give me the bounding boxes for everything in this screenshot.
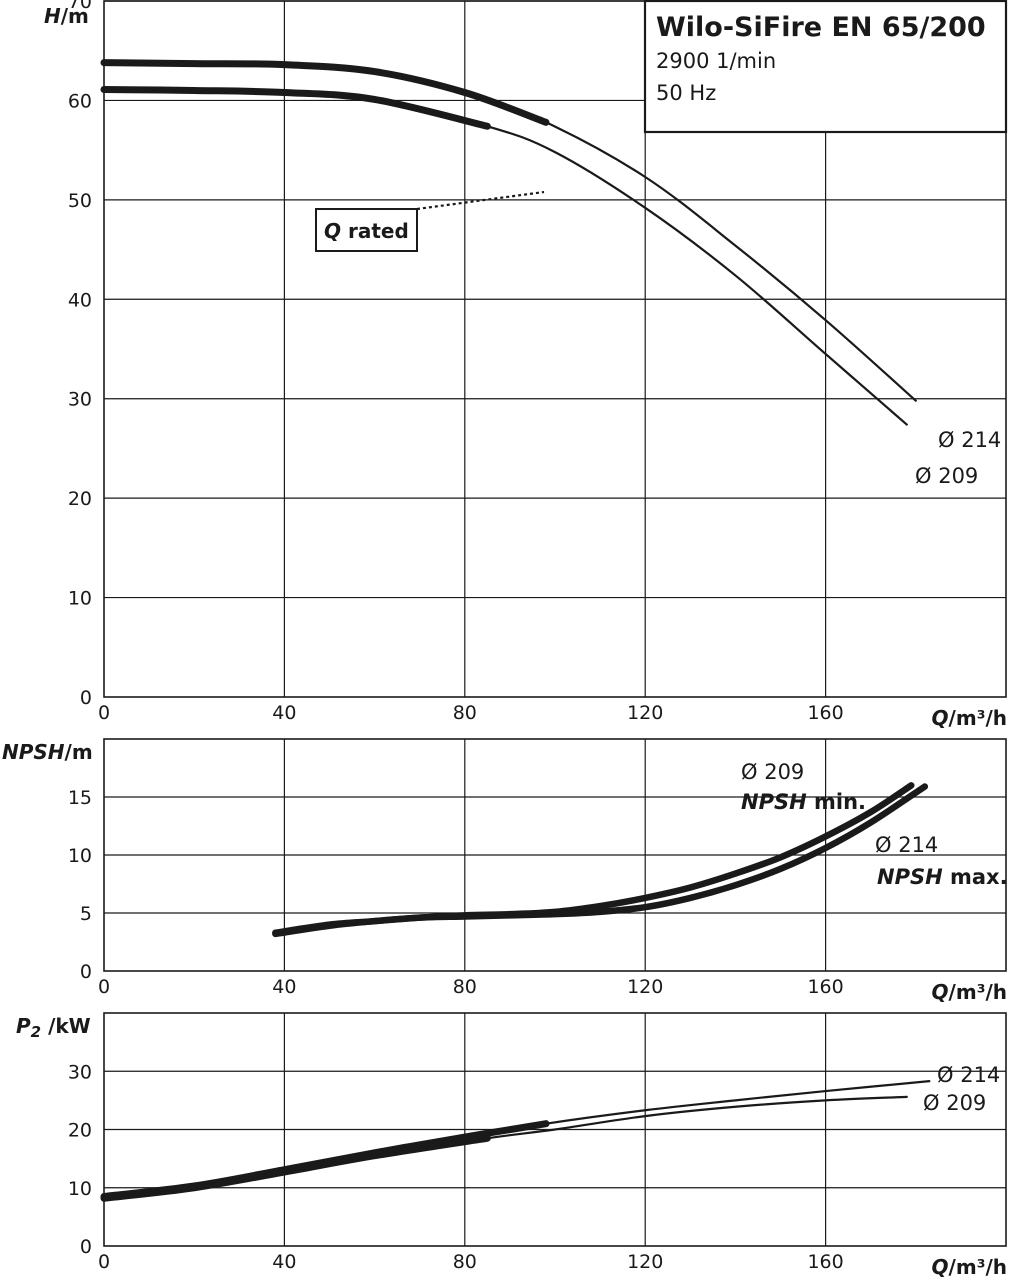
y-axis-label: P2 /kW <box>16 1014 91 1041</box>
x-axis-label: Q/m³/h <box>932 980 1007 1004</box>
y-tick-label: 10 <box>68 845 92 867</box>
y-axis-label: H/m <box>44 4 89 28</box>
x-tick-label: 160 <box>807 702 843 724</box>
info-box-speed: 2900 1/min <box>656 49 776 73</box>
y-tick-label: 10 <box>68 1178 92 1200</box>
x-tick-label: 40 <box>272 976 296 998</box>
x-axis-label: Q/m³/h <box>932 706 1007 730</box>
y-tick-label: 60 <box>68 90 92 112</box>
head-curve-b <box>102 88 908 426</box>
plot-frame <box>103 738 1007 972</box>
power-panel: 0 40 80 120 160 0 10 20 30 Q/m³/h P2 /kW Ø 214 Ø 209 <box>16 1012 1007 1279</box>
plot-frame <box>103 1012 1007 1247</box>
plot-frame <box>103 0 1007 698</box>
y-tick-label: 20 <box>68 488 92 510</box>
head-rated-range-b <box>100 85 491 130</box>
head-rated-range-a <box>100 59 550 126</box>
series-label: Ø 214 <box>938 428 1001 452</box>
series-label: Ø 214 <box>875 833 938 857</box>
info-box-frequency: 50 Hz <box>656 81 716 105</box>
x-tick-label: 120 <box>627 1251 663 1273</box>
x-tick-label: 40 <box>272 702 296 724</box>
power-rated-range-b <box>100 1134 491 1202</box>
y-tick-label: 50 <box>68 190 92 212</box>
q-rated-label: Q rated <box>324 219 409 243</box>
x-tick-label: 120 <box>627 702 663 724</box>
info-box-title: Wilo-SiFire EN 65/200 <box>656 12 986 43</box>
y-axis-label: NPSH/m <box>2 740 93 764</box>
series-label: Ø 209 <box>923 1091 986 1115</box>
y-tick-label: 30 <box>68 389 92 411</box>
series-label: Ø 209 <box>741 760 804 784</box>
y-tick-label: 70 <box>68 0 92 13</box>
y-tick-label: 15 <box>68 787 92 809</box>
q-rated-box <box>315 208 418 252</box>
y-tick-label: 0 <box>80 961 92 983</box>
series-label: Ø 209 <box>915 464 978 488</box>
x-tick-label: 160 <box>807 1251 843 1273</box>
x-axis-label: Q/m³/h <box>932 1255 1007 1279</box>
series-sub-label: NPSH min. <box>741 790 866 814</box>
x-tick-label: 0 <box>98 976 110 998</box>
x-tick-label: 0 <box>98 702 110 724</box>
x-tick-label: 40 <box>272 1251 296 1273</box>
info-box: Wilo-SiFire EN 65/200 2900 1/min 50 Hz <box>643 0 1008 134</box>
x-tick-label: 160 <box>807 976 843 998</box>
y-tick-label: 0 <box>80 687 92 709</box>
x-tick-label: 80 <box>453 1251 477 1273</box>
x-tick-label: 120 <box>627 976 663 998</box>
x-tick-label: 0 <box>98 1251 110 1273</box>
npsh-panel: 0 40 80 120 160 0 5 10 15 Q/m³/h NPSH/m Ø 209 NPSH m… <box>2 738 1008 1004</box>
series-sub-label: NPSH max. <box>877 865 1008 889</box>
y-tick-label: 40 <box>68 289 92 311</box>
y-tick-label: 0 <box>80 1236 92 1258</box>
y-tick-label: 10 <box>68 588 92 610</box>
series-label: Ø 214 <box>937 1063 1000 1087</box>
x-tick-label: 80 <box>453 702 477 724</box>
info-box-frame <box>643 0 1008 134</box>
q-rated-leader <box>416 190 545 211</box>
head-panel: 0 40 80 120 160 0 10 20 30 40 50 60 70 Q/m³/h H/m Ø 214… <box>44 0 1007 730</box>
npsh-curve-b <box>272 783 929 938</box>
power-rated-range-a <box>100 1120 550 1200</box>
y-tick-label: 30 <box>68 1061 92 1083</box>
x-tick-label: 80 <box>453 976 477 998</box>
y-tick-label: 20 <box>68 1120 92 1142</box>
y-tick-label: 5 <box>80 903 92 925</box>
